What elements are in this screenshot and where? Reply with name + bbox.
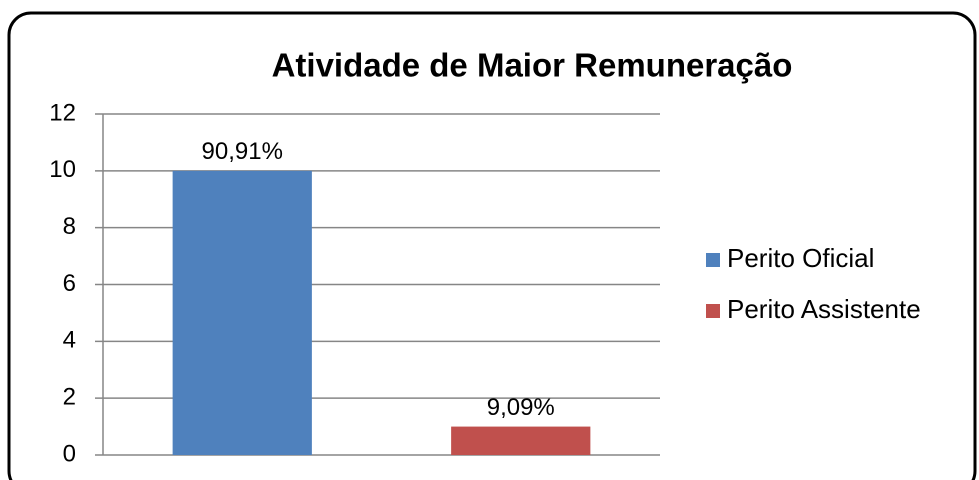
legend-label: Perito Oficial	[727, 243, 874, 273]
y-tick-label: 2	[63, 384, 76, 411]
chart-title: Atividade de Maior Remuneração	[272, 47, 793, 84]
data-label: 90,91%	[202, 138, 283, 165]
legend-label: Perito Assistente	[727, 294, 921, 324]
y-tick-label: 10	[49, 156, 76, 183]
y-tick-label: 4	[63, 327, 76, 354]
data-label: 9,09%	[487, 394, 555, 421]
legend-swatch	[706, 253, 720, 267]
bar	[451, 426, 591, 455]
y-tick-label: 8	[63, 213, 76, 240]
bar	[172, 170, 312, 456]
y-tick-label: 6	[63, 270, 76, 297]
legend-swatch	[706, 304, 720, 318]
y-tick-label: 0	[63, 440, 76, 467]
y-tick-label: 12	[49, 99, 76, 126]
